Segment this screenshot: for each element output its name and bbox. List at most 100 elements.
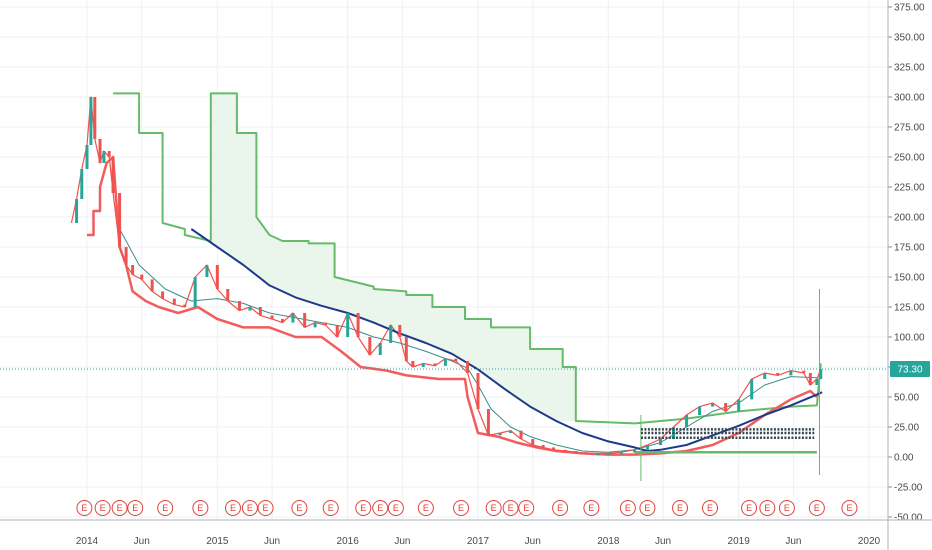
candle	[711, 403, 715, 407]
candle	[724, 403, 728, 412]
candle	[552, 447, 556, 450]
earnings-marker[interactable]: E	[111, 500, 128, 516]
earnings-badge	[778, 500, 795, 516]
earnings-label: E	[81, 503, 87, 513]
earnings-marker[interactable]: E	[841, 500, 858, 516]
candle	[398, 325, 402, 337]
y-tick-label: 275.00	[894, 123, 925, 134]
earnings-marker[interactable]: E	[372, 500, 389, 516]
earnings-marker[interactable]: E	[639, 500, 656, 516]
candle	[102, 151, 106, 163]
time-axis[interactable]: 2014 Jun 2015 Jun 2016 Jun 2017 Jun 2018 Jun 2019 J…	[0, 519, 932, 547]
y-tick-label: 175.00	[894, 243, 925, 254]
earnings-marker[interactable]: E	[257, 500, 274, 516]
earnings-label: E	[117, 503, 123, 513]
candle	[632, 449, 636, 453]
x-tick-label: 2020	[858, 536, 881, 547]
earnings-marker[interactable]: E	[157, 500, 174, 516]
candle	[205, 265, 209, 277]
candle	[215, 265, 219, 289]
candle	[313, 322, 317, 328]
y-tick-label: 200.00	[894, 213, 925, 224]
candle	[563, 449, 567, 452]
candle	[750, 379, 754, 400]
x-tick-label: Jun	[785, 536, 801, 547]
candle	[356, 313, 360, 337]
candle	[346, 313, 350, 337]
candle	[789, 370, 793, 376]
candle	[335, 325, 339, 337]
earnings-marker[interactable]: E	[583, 500, 600, 516]
earnings-marker[interactable]: E	[619, 500, 636, 516]
earnings-label: E	[230, 503, 236, 513]
earnings-marker[interactable]: E	[322, 500, 339, 516]
earnings-badge	[291, 500, 308, 516]
y-tick-label: 250.00	[894, 153, 925, 164]
earnings-badge	[841, 500, 858, 516]
earnings-marker[interactable]: E	[76, 500, 93, 516]
earnings-marker[interactable]: E	[224, 500, 241, 516]
candle	[698, 406, 702, 415]
candle	[89, 97, 93, 145]
earnings-marker[interactable]: E	[759, 500, 776, 516]
x-tick-label: Jun	[394, 536, 410, 547]
earnings-marker[interactable]: E	[701, 500, 718, 516]
candle	[237, 301, 241, 311]
earnings-label: E	[557, 503, 563, 513]
earnings-marker[interactable]: E	[741, 500, 758, 516]
earnings-badge	[619, 500, 636, 516]
candle	[270, 315, 274, 319]
earnings-marker[interactable]: E	[552, 500, 569, 516]
earnings-badge	[502, 500, 519, 516]
earnings-label: E	[846, 503, 852, 513]
x-tick-label: Jun	[134, 536, 150, 547]
candle	[291, 313, 295, 323]
earnings-marker[interactable]: E	[192, 500, 209, 516]
earnings-label: E	[746, 503, 752, 513]
candle	[75, 199, 79, 223]
y-tick-label: 100.00	[894, 333, 925, 344]
earnings-badge	[485, 500, 502, 516]
price-axis[interactable]: 375.00 350.00 325.00 300.00 275.00 250.00 225.…	[887, 0, 925, 550]
earnings-marker[interactable]: E	[94, 500, 111, 516]
earnings-label: E	[423, 503, 429, 513]
earnings-label: E	[328, 503, 334, 513]
earnings-label: E	[644, 503, 650, 513]
earnings-label: E	[523, 503, 529, 513]
earnings-marker[interactable]: E	[241, 500, 258, 516]
earnings-marker[interactable]: E	[355, 500, 372, 516]
candle	[107, 151, 111, 157]
earnings-marker[interactable]: E	[387, 500, 404, 516]
x-tick-label: 2018	[597, 536, 620, 547]
candle	[421, 363, 425, 367]
candle	[574, 451, 578, 453]
earnings-label: E	[377, 503, 383, 513]
candle	[140, 274, 144, 280]
earnings-badge	[518, 500, 535, 516]
candle	[172, 298, 176, 305]
candle	[454, 358, 458, 361]
earnings-marker[interactable]: E	[518, 500, 535, 516]
earnings-badge	[355, 500, 372, 516]
earnings-marker[interactable]: E	[417, 500, 434, 516]
earnings-marker[interactable]: E	[808, 500, 825, 516]
earnings-label: E	[197, 503, 203, 513]
earnings-marker[interactable]: E	[485, 500, 502, 516]
candle	[685, 415, 689, 427]
candle	[802, 370, 806, 373]
earnings-label: E	[162, 503, 168, 513]
candle	[658, 439, 662, 445]
earnings-marker[interactable]: E	[453, 500, 470, 516]
earnings-marker[interactable]: E	[291, 500, 308, 516]
candle	[815, 379, 819, 385]
earnings-marker[interactable]: E	[672, 500, 689, 516]
earnings-label: E	[263, 503, 269, 513]
earnings-marker[interactable]: E	[502, 500, 519, 516]
earnings-marker[interactable]: E	[127, 500, 144, 516]
candle	[85, 145, 89, 169]
candle	[808, 373, 812, 385]
x-tick-label: 2016	[337, 536, 360, 547]
earnings-marker[interactable]: E	[778, 500, 795, 516]
